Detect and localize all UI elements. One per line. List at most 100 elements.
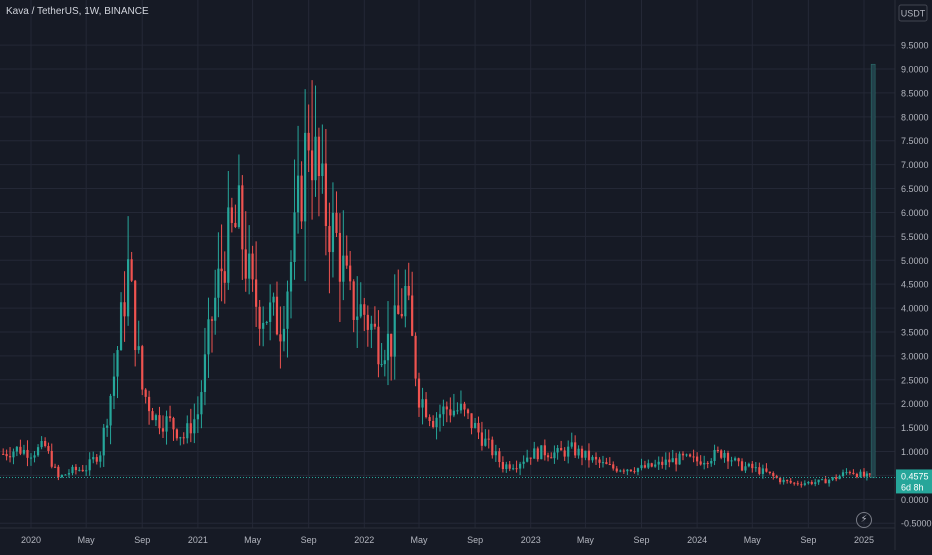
candle-body: [321, 163, 324, 177]
candle-body: [831, 477, 834, 480]
candle: [629, 469, 632, 473]
candle-body: [845, 472, 848, 474]
candle: [373, 306, 376, 330]
candle: [696, 452, 699, 467]
candle-body: [501, 462, 504, 470]
candle: [622, 468, 625, 474]
x-tick-label: 2021: [188, 535, 208, 545]
candle-body: [182, 437, 185, 439]
candle: [119, 292, 123, 351]
candle: [377, 310, 380, 378]
candle-body: [494, 451, 497, 456]
candle: [44, 437, 47, 448]
x-tick-label: 2025: [854, 535, 874, 545]
candle: [515, 460, 518, 473]
candle-body: [234, 222, 237, 228]
candle: [116, 345, 119, 399]
candle-body: [411, 295, 414, 336]
candle: [272, 292, 275, 316]
candle-body: [706, 462, 709, 464]
candle: [845, 468, 848, 475]
candle-body: [800, 484, 803, 486]
candle-body: [417, 378, 421, 408]
candle: [154, 413, 158, 427]
candle-body: [491, 439, 494, 456]
candle: [720, 449, 723, 460]
candle-body: [519, 463, 522, 469]
candle-body: [553, 452, 556, 459]
candle-body: [710, 460, 713, 464]
candle-body: [200, 392, 203, 415]
candle-body: [161, 428, 165, 432]
candle: [168, 405, 172, 422]
x-tick-label: May: [410, 535, 428, 545]
candle: [633, 467, 636, 474]
lightning-icon[interactable]: ⚡: [856, 512, 872, 528]
candle-body: [703, 462, 706, 465]
candle: [643, 460, 647, 469]
candle: [15, 446, 18, 457]
candle-body: [57, 466, 60, 478]
candle-body: [223, 271, 226, 283]
candle-body: [720, 450, 723, 458]
unit-label: USDT: [901, 9, 926, 19]
candle: [356, 276, 359, 349]
candles-group: [2, 80, 871, 488]
candle-body: [681, 453, 685, 456]
candle: [577, 445, 580, 459]
candle: [234, 204, 237, 229]
candle: [501, 456, 504, 473]
candle-body: [838, 476, 841, 480]
candle-body: [428, 417, 431, 422]
candle-body: [71, 466, 74, 474]
y-tick-label: 9.0000: [901, 65, 929, 75]
candle: [95, 454, 98, 465]
candle: [81, 464, 84, 472]
candle: [716, 446, 719, 453]
candle: [570, 432, 573, 449]
candle-body: [196, 414, 199, 420]
candle: [758, 462, 761, 476]
candle-body: [835, 477, 838, 480]
candle-body: [782, 479, 785, 483]
candle: [36, 444, 40, 457]
candle: [417, 372, 421, 417]
candle-body: [470, 413, 473, 429]
candle: [390, 333, 393, 381]
candle-body: [5, 454, 8, 457]
candle-body: [587, 450, 591, 461]
candle: [703, 455, 706, 470]
candle: [196, 396, 199, 433]
candle: [862, 468, 866, 478]
candle: [210, 316, 214, 353]
candle: [512, 464, 515, 471]
candle-body: [397, 305, 400, 314]
candle: [99, 451, 102, 468]
candle-body: [643, 465, 647, 468]
candle: [619, 469, 622, 473]
candle-body: [109, 395, 112, 426]
candle-body: [563, 450, 566, 457]
candle-body: [505, 464, 508, 470]
candle-body: [214, 297, 217, 321]
candle-body: [144, 389, 147, 397]
candle-body: [654, 464, 657, 467]
candle: [112, 353, 116, 410]
candle-body: [786, 479, 789, 481]
candle: [810, 480, 813, 486]
candle: [484, 429, 487, 447]
candle-body: [828, 479, 831, 484]
candle-body: [626, 469, 629, 472]
candle: [498, 448, 501, 468]
candle-body: [255, 279, 258, 307]
candle: [519, 461, 522, 476]
candle: [109, 393, 112, 445]
candle: [685, 453, 688, 457]
candle: [207, 297, 210, 378]
candle-body: [772, 473, 775, 477]
candle-body: [168, 416, 172, 419]
candle-body: [594, 456, 598, 460]
candle-body: [47, 446, 50, 451]
